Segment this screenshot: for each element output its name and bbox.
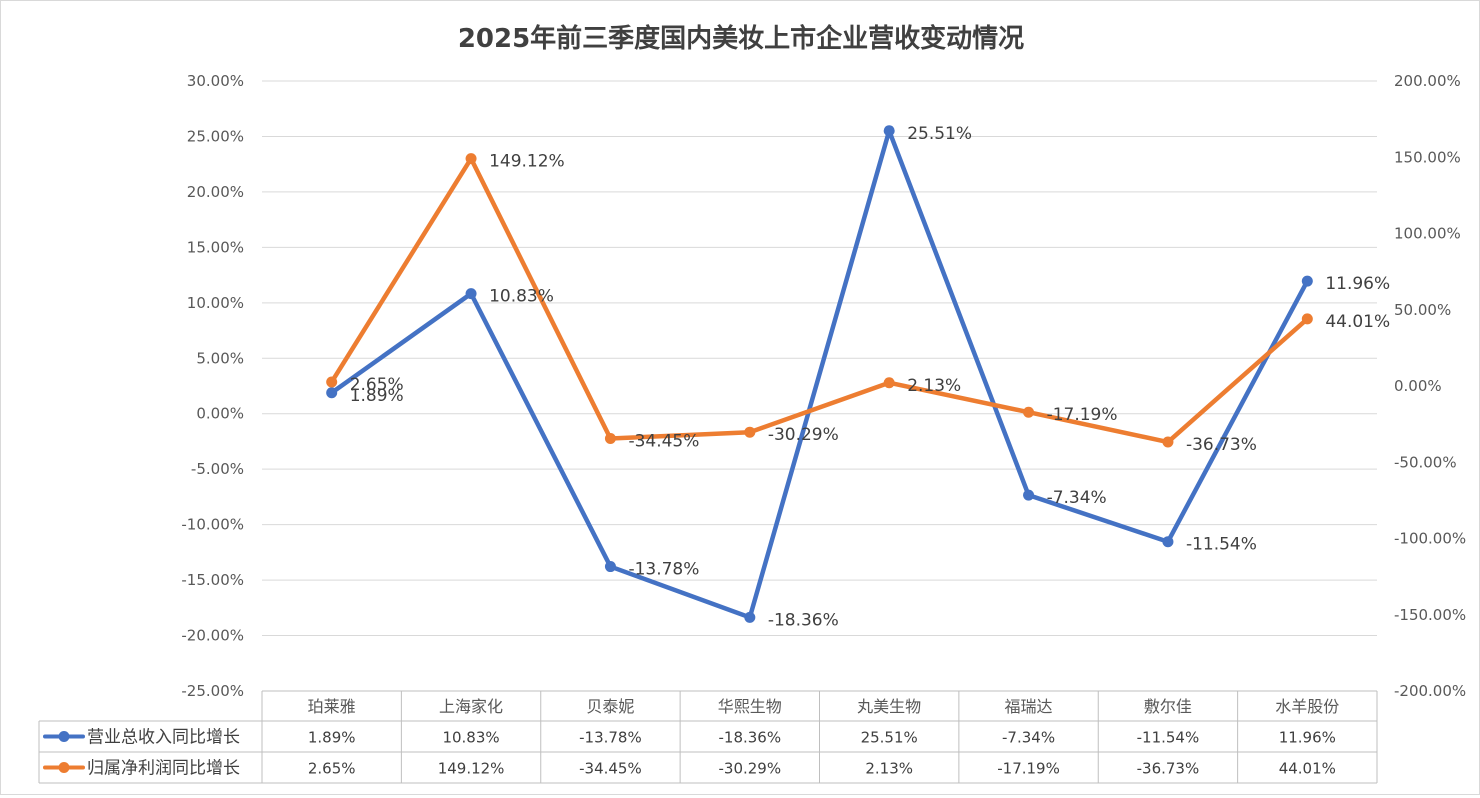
- table-cell-value: -30.29%: [719, 760, 782, 778]
- category-label: 敷尔佳: [1144, 697, 1192, 716]
- data-label: 2.13%: [907, 376, 961, 396]
- table-cell-value: 10.83%: [442, 729, 499, 747]
- table-cell-value: 11.96%: [1279, 729, 1336, 747]
- data-point: [744, 611, 756, 623]
- data-label: -34.45%: [628, 432, 699, 452]
- data-point: [604, 561, 616, 573]
- category-label: 丸美生物: [857, 697, 921, 716]
- data-label: -13.78%: [628, 560, 699, 580]
- data-labels: 1.89% 10.83% -13.78% -18.36% 25.51% -7.34% -11…: [350, 124, 1390, 631]
- data-label: 1.89%: [350, 386, 404, 406]
- right-tick-label: -150.00%: [1394, 606, 1466, 624]
- table-cell-value: -11.54%: [1137, 729, 1200, 747]
- data-point: [1162, 436, 1174, 448]
- data-label: -30.29%: [768, 425, 839, 445]
- series-line: [329, 156, 1310, 445]
- data-point: [883, 377, 895, 389]
- data-point: [465, 288, 477, 300]
- data-label: 10.83%: [489, 287, 554, 307]
- table-cell-value: -7.34%: [1002, 729, 1055, 747]
- right-tick-label: 200.00%: [1394, 72, 1461, 90]
- category-label: 珀莱雅: [308, 697, 356, 716]
- left-tick-label: -20.00%: [181, 627, 244, 645]
- series-name: 营业总收入同比增长: [87, 728, 240, 748]
- data-label: -17.19%: [1047, 405, 1118, 425]
- left-tick-label: 10.00%: [187, 294, 244, 312]
- data-label: -18.36%: [768, 610, 839, 630]
- data-point: [326, 387, 338, 399]
- table-cell-value: 149.12%: [438, 760, 505, 778]
- right-tick-label: 150.00%: [1394, 148, 1461, 166]
- data-point: [883, 125, 895, 137]
- left-tick-label: -25.00%: [181, 682, 244, 700]
- legend-marker-swatch: [58, 762, 70, 773]
- right-tick-label: -50.00%: [1394, 453, 1457, 471]
- table-cell-value: 25.51%: [861, 729, 918, 747]
- category-label: 上海家化: [439, 697, 503, 716]
- data-label: -36.73%: [1186, 435, 1257, 455]
- data-point: [604, 433, 616, 445]
- data-point: [1162, 536, 1174, 548]
- data-point: [1301, 313, 1313, 325]
- right-tick-label: 50.00%: [1394, 301, 1451, 319]
- data-label: 2.65%: [350, 375, 404, 395]
- series-points: [326, 125, 1313, 623]
- left-tick-label: -5.00%: [191, 460, 244, 478]
- right-tick-label: 100.00%: [1394, 225, 1461, 243]
- left-axis-ticks: 30.00% 25.00% 20.00% 15.00% 10.00% 5.00% 0.00%…: [181, 72, 244, 700]
- series-line: [329, 128, 1310, 620]
- left-tick-label: 30.00%: [187, 72, 244, 90]
- data-point: [326, 376, 338, 388]
- right-tick-label: -200.00%: [1394, 682, 1466, 700]
- table-cell-value: 2.13%: [865, 760, 913, 778]
- data-point: [1023, 406, 1035, 418]
- legend-marker-swatch: [58, 731, 70, 742]
- data-label: -11.54%: [1186, 535, 1257, 555]
- left-tick-label: -15.00%: [181, 571, 244, 589]
- table-cell-value: -36.73%: [1137, 760, 1200, 778]
- series-lines: [329, 128, 1310, 620]
- category-label: 华熙生物: [718, 697, 782, 716]
- table-cell-value: 44.01%: [1279, 760, 1336, 778]
- data-label: 149.12%: [489, 152, 565, 172]
- series-name: 归属净利润同比增长: [87, 759, 240, 779]
- category-label: 福瑞达: [1005, 697, 1053, 716]
- right-tick-label: -100.00%: [1394, 530, 1466, 548]
- table-cell-value: -18.36%: [719, 729, 782, 747]
- left-tick-label: 20.00%: [187, 183, 244, 201]
- table-cell-value: -34.45%: [579, 760, 642, 778]
- left-tick-label: 0.00%: [196, 405, 244, 423]
- category-label: 水羊股份: [1275, 697, 1339, 716]
- right-tick-label: 0.00%: [1394, 377, 1442, 395]
- chart-title: 2025年前三季度国内美妆上市企业营收变动情况: [458, 23, 1024, 54]
- category-label: 贝泰妮: [586, 697, 634, 716]
- table-cell-value: 1.89%: [308, 729, 356, 747]
- left-tick-label: 5.00%: [196, 349, 244, 367]
- data-point: [465, 153, 477, 165]
- data-label: -7.34%: [1047, 488, 1107, 508]
- table-cell-value: 2.65%: [308, 760, 356, 778]
- left-tick-label: 25.00%: [187, 127, 244, 145]
- table-cell-value: -13.78%: [579, 729, 642, 747]
- left-tick-label: -10.00%: [181, 516, 244, 534]
- data-point: [1023, 489, 1035, 501]
- data-label: 44.01%: [1325, 312, 1390, 332]
- data-point: [1301, 275, 1313, 287]
- table-cell-value: -17.19%: [997, 760, 1060, 778]
- data-label: 25.51%: [907, 124, 972, 144]
- left-tick-label: 15.00%: [187, 238, 244, 256]
- data-label: 11.96%: [1325, 274, 1390, 294]
- data-point: [744, 426, 756, 438]
- right-axis-ticks: 200.00% 150.00% 100.00% 50.00% 0.00% -50.00% -…: [1394, 72, 1466, 700]
